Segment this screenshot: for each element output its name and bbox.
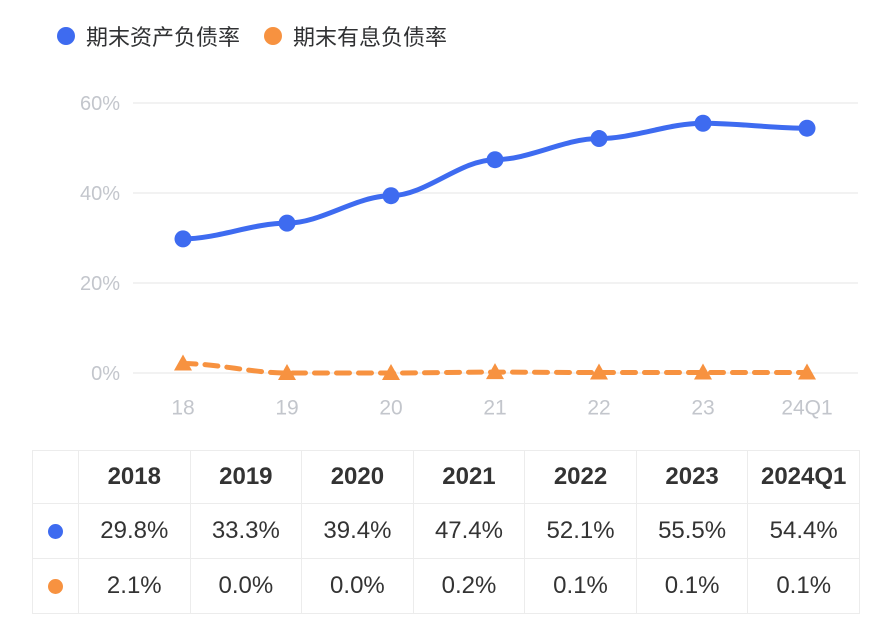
table-header-year: 2019 [189,450,303,504]
x-axis-tick-label: 22 [587,396,610,419]
table-cell: 0.1% [635,558,749,614]
table-header-year: 2018 [78,450,191,504]
table-cell: 39.4% [301,503,414,559]
table-header-year: 2022 [524,450,637,504]
x-axis-tick-label: 24Q1 [781,396,832,419]
data-point-triangle [174,354,192,371]
data-point-triangle [486,363,504,380]
data-point-circle [694,114,712,132]
table-cell: 33.3% [189,503,303,559]
series-marker-cell [32,558,79,614]
data-point-triangle [382,364,400,380]
table-row: 2.1% 0.0% 0.0% 0.2% 0.1% 0.1% 0.1% [32,558,860,614]
data-point-circle [382,187,400,205]
y-axis-tick-label: 60% [80,93,120,115]
x-axis-tick-label: 18 [171,396,194,419]
data-point-circle [590,130,608,148]
table-cell: 29.8% [78,503,191,559]
legend-label: 期末有息负债率 [293,25,448,50]
table-cell: 0.2% [412,558,526,614]
table-header-row: 2018 2019 2020 2021 2022 2023 2024Q1 [32,450,860,504]
table-header-year: 2023 [635,450,749,504]
table-cell: 2.1% [78,558,191,614]
y-axis-tick-label: 0% [91,363,120,385]
data-point-triangle [694,363,712,380]
legend-item-asset-liability-ratio[interactable]: 期末资产负债率 [57,20,240,52]
table-corner-cell [32,450,79,504]
table-cell: 54.4% [747,503,860,559]
orange-series-dot-icon [264,27,283,45]
table-cell: 52.1% [524,503,637,559]
series-marker-cell [32,503,79,559]
y-axis-tick-label: 20% [80,273,120,295]
data-point-circle [798,119,816,137]
legend-item-interest-bearing-ratio[interactable]: 期末有息负债率 [264,20,447,52]
x-axis-tick-label: 20 [379,396,402,419]
legend-label: 期末资产负债率 [86,25,241,50]
data-point-circle [278,214,296,232]
y-axis-tick-label: 40% [80,183,120,205]
table-header-year: 2024Q1 [747,450,860,504]
table-cell: 0.1% [524,558,637,614]
chart-legend: 期末资产负债率 期末有息负债率 [57,20,447,52]
table-cell: 47.4% [412,503,526,559]
orange-series-dot-icon [48,579,63,595]
x-axis-tick-label: 21 [483,396,506,419]
blue-series-dot-icon [48,524,63,540]
table-cell: 0.0% [189,558,303,614]
data-point-triangle [590,363,608,380]
data-point-circle [486,151,504,169]
blue-series-dot-icon [57,27,75,45]
line-chart: 0% 20% 40% 60% 18 19 20 21 22 23 24Q1 [80,93,858,419]
data-point-triangle [798,363,816,380]
table-header-year: 2021 [412,450,526,504]
table-header-year: 2020 [301,450,414,504]
x-axis-tick-label: 19 [275,396,298,419]
series-line-solid [180,120,810,242]
table-cell: 0.0% [301,558,414,614]
table-cell: 0.1% [747,558,860,614]
data-point-triangle [278,364,296,380]
data-point-circle [174,230,192,248]
table-cell: 55.5% [635,503,749,559]
data-table: 2018 2019 2020 2021 2022 2023 2024Q1 29.… [32,450,860,614]
x-axis-tick-label: 23 [691,396,714,419]
table-row: 29.8% 33.3% 39.4% 47.4% 52.1% 55.5% 54.4… [32,503,860,559]
